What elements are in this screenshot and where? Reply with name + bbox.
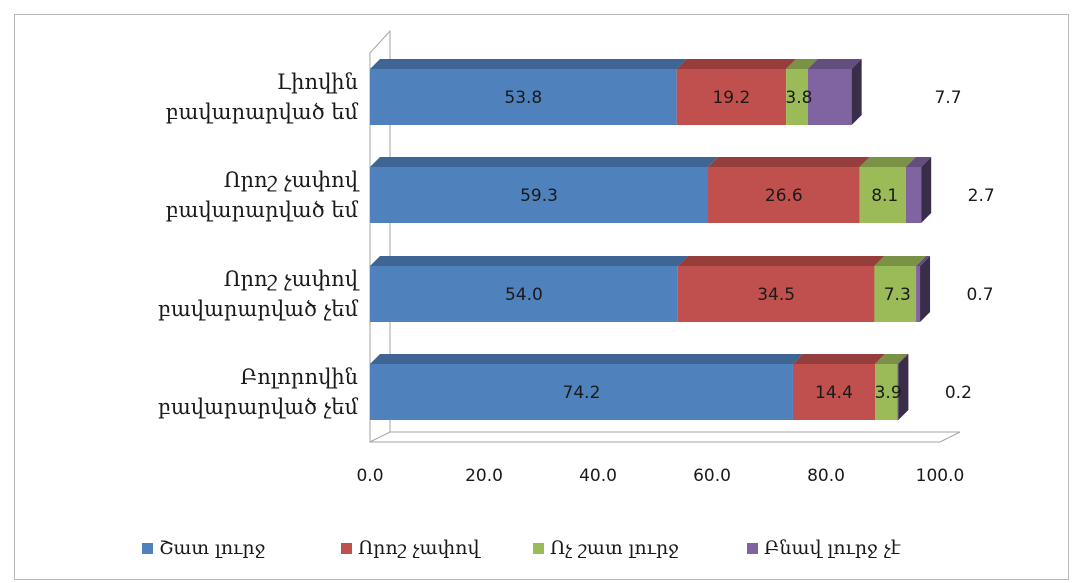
x-tick-label-2: 40.0 (579, 466, 617, 486)
legend-label-3: Բնավ լուրջ չէ (764, 537, 901, 559)
category-label-0-line2: բավարարված եմ (166, 100, 359, 124)
data-label-0-3: 7.7 (934, 88, 961, 108)
legend-label-1: Որոշ չափով (358, 537, 482, 559)
bar-1-3 (905, 167, 922, 223)
bar-top-2-3 (916, 256, 931, 266)
data-label-1-3: 2.7 (968, 186, 995, 206)
data-label-3-2: 3.9 (875, 383, 902, 403)
data-label-2-3: 0.7 (967, 285, 994, 305)
bar-0-2 (786, 69, 808, 125)
x-tick-label-0: 0.0 (356, 466, 383, 486)
bar-2-2 (874, 266, 917, 322)
bar-top-1-0 (370, 157, 719, 167)
legend-swatch-2 (533, 543, 544, 554)
bar-0-3 (807, 69, 852, 125)
x-tick-label-3: 60.0 (693, 466, 731, 486)
data-label-2-0: 54.0 (505, 285, 543, 305)
bar-2-3 (916, 266, 921, 322)
legend-label-2: Ոչ շատ լուրջ (550, 537, 679, 559)
category-label-1-line2: բավարարված եմ (166, 198, 359, 222)
bar-side-0 (851, 59, 862, 125)
data-label-1-0: 59.3 (520, 186, 558, 206)
bar-2-0 (370, 266, 678, 322)
x-tick-label-4: 80.0 (807, 466, 845, 486)
data-label-0-0: 53.8 (504, 88, 542, 108)
legend-label-0: Շատ լուրջ (159, 537, 265, 559)
bar-top-3-0 (370, 354, 803, 364)
data-label-2-2: 7.3 (884, 285, 911, 305)
bar-side-1 (921, 157, 932, 223)
bar-top-2-1 (677, 256, 885, 266)
bar-side-3 (898, 354, 909, 420)
category-label-1-line1: Որոշ չափով (224, 168, 360, 192)
bar-0-1 (676, 69, 787, 125)
bar-top-1-3 (905, 157, 932, 167)
data-label-3-3: 0.2 (945, 383, 972, 403)
bar-top-1-1 (708, 157, 870, 167)
bar-1-0 (370, 167, 709, 223)
bar-top-2-2 (874, 256, 927, 266)
chart-floor (369, 431, 961, 443)
category-label-0-line1: Լիովին (277, 70, 358, 94)
legend-swatch-0 (142, 543, 153, 554)
bar-3-0 (370, 364, 793, 420)
data-label-3-0: 74.2 (563, 383, 601, 403)
category-label-3-line1: Բոլորովին (240, 365, 358, 389)
bar-side-2 (920, 256, 931, 322)
bar-top-3-1 (792, 354, 886, 364)
bar-top-3-2 (875, 354, 908, 364)
bar-1-1 (708, 167, 860, 223)
category-label-2-line2: բավարարված չեմ (158, 297, 359, 321)
data-label-0-1: 19.2 (712, 88, 750, 108)
bar-3-3 (897, 364, 899, 420)
bar-top-1-2 (859, 157, 916, 167)
legend-swatch-3 (747, 543, 758, 554)
bar-3-2 (875, 364, 898, 420)
bar-0-0 (370, 69, 677, 125)
bar-top-0-2 (786, 59, 818, 69)
bar-3-1 (792, 364, 876, 420)
legend-swatch-1 (341, 543, 352, 554)
bar-2-1 (677, 266, 875, 322)
category-label-3-line2: բավարարված չեմ (158, 395, 359, 419)
bar-top-2-0 (370, 256, 688, 266)
data-label-1-2: 8.1 (871, 186, 898, 206)
data-label-2-1: 34.5 (757, 285, 795, 305)
bar-top-0-3 (807, 59, 862, 69)
data-label-0-2: 3.8 (785, 88, 812, 108)
bar-top-3-3 (897, 354, 909, 364)
category-label-2-line1: Որոշ չափով (224, 267, 360, 291)
x-tick-label-1: 20.0 (465, 466, 503, 486)
data-label-1-1: 26.6 (765, 186, 803, 206)
bar-top-0-1 (676, 59, 797, 69)
data-label-3-1: 14.4 (815, 383, 853, 403)
bar-top-0-0 (370, 59, 687, 69)
bar-1-2 (859, 167, 906, 223)
x-tick-label-5: 100.0 (916, 466, 965, 486)
